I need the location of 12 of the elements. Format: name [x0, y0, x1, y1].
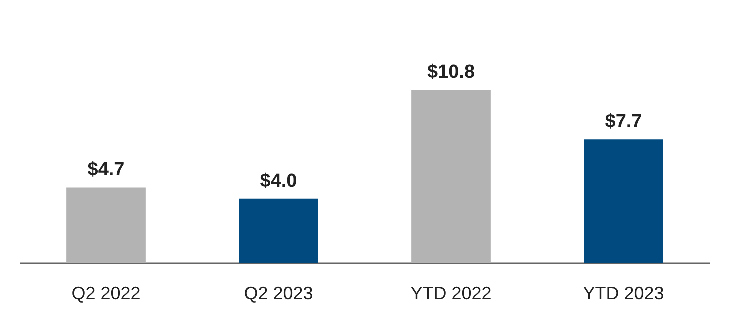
data-label: $4.7 — [88, 160, 125, 181]
bar — [239, 198, 318, 263]
x-tick-label: YTD 2023 — [583, 284, 664, 304]
data-label: $10.8 — [427, 62, 476, 83]
x-tick-label: YTD 2022 — [410, 284, 492, 304]
bar — [584, 140, 664, 263]
bar — [66, 188, 146, 263]
x-tick-label: Q2 2023 — [244, 284, 314, 304]
data-label: $4.0 — [260, 170, 298, 192]
x-tick-label: Q2 2022 — [72, 284, 141, 304]
bar — [412, 90, 491, 263]
data-label: $7.7 — [605, 112, 642, 133]
